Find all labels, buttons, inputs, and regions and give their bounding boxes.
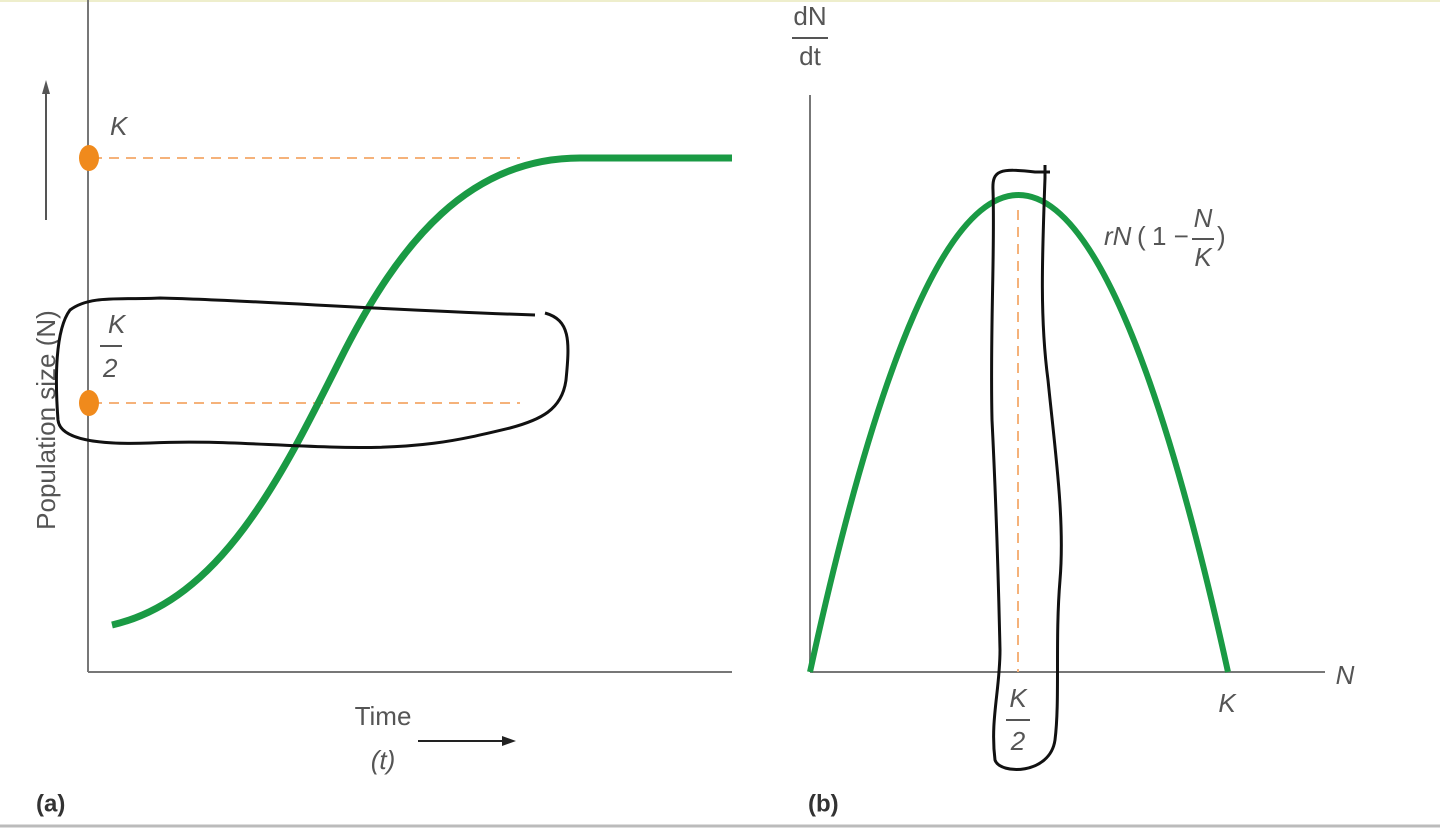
panel-label: (b) bbox=[808, 790, 839, 817]
y-axis-numerator: dN bbox=[793, 1, 826, 31]
y-axis-label: Population size (N) bbox=[31, 310, 61, 530]
curve-label-denominator: K bbox=[1194, 242, 1213, 272]
x-axis-label: N bbox=[1336, 660, 1355, 690]
x-axis-label: Time bbox=[355, 701, 412, 731]
x-axis-symbol: (t) bbox=[371, 745, 396, 775]
curve-label-prefix: rN bbox=[1104, 221, 1132, 251]
curve-label-middle: 1 − bbox=[1152, 221, 1189, 251]
logistic-curve bbox=[111, 154, 732, 629]
panel-label: (a) bbox=[36, 790, 65, 817]
k-label: K bbox=[1218, 688, 1237, 718]
growth-curve bbox=[807, 192, 1231, 673]
paren-open: ( bbox=[1137, 221, 1146, 251]
half-k-denominator: 2 bbox=[102, 353, 118, 383]
y-arrowhead bbox=[42, 80, 50, 94]
half-k-point bbox=[79, 390, 99, 416]
panel-a: Population size (N) K K 2 Time (t) (a) bbox=[31, 0, 732, 817]
hand-drawn-loop bbox=[990, 165, 1063, 771]
y-axis-denominator: dt bbox=[799, 41, 821, 71]
hand-drawn-loop bbox=[54, 296, 570, 450]
half-k-numerator: K bbox=[108, 309, 127, 339]
half-k-numerator: K bbox=[1009, 683, 1028, 713]
curve-label-numerator: N bbox=[1194, 203, 1213, 233]
paren-close: ) bbox=[1217, 221, 1226, 251]
half-k-denominator: 2 bbox=[1010, 726, 1026, 756]
k-label: K bbox=[110, 111, 129, 141]
x-arrowhead bbox=[502, 736, 516, 746]
k-point bbox=[79, 145, 99, 171]
panel-b: dN dt N K K 2 rN ( 1 − N K ) (b) bbox=[792, 1, 1355, 817]
